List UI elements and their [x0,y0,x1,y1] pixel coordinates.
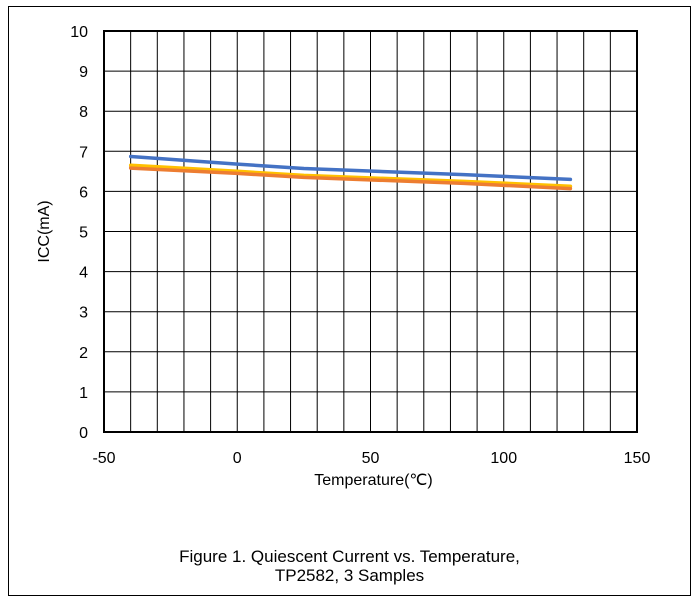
series-line-3 [128,163,573,188]
y-tick-label: 10 [70,24,88,41]
figure-caption-line2: TP2582, 3 Samples [274,566,425,585]
figure-caption-line1: Figure 1. Quiescent Current vs. Temperat… [179,547,520,566]
y-tick-labels: 0 1 2 3 4 5 6 7 8 9 10 [70,24,88,442]
x-tick-label: 150 [624,450,651,467]
plot-area-border [103,30,638,433]
chart-series-group [128,154,573,191]
y-tick-label: 3 [79,305,88,322]
y-tick-label: 0 [79,425,88,442]
series-line-1 [128,154,573,182]
y-tick-label: 5 [79,225,88,242]
x-axis-title: Temperature(℃) [314,472,432,489]
x-tick-labels: -50 0 50 100 150 [92,450,650,467]
x-tick-label: 50 [362,450,380,467]
y-tick-label: 1 [79,385,88,402]
y-tick-label: 8 [79,104,88,121]
x-tick-label: 0 [233,450,242,467]
y-tick-label: 2 [79,345,88,362]
figure-frame [8,6,691,596]
y-axis-title: ICC(mA) [36,200,53,262]
y-tick-label: 4 [79,265,88,282]
chart-grid [103,30,638,433]
series-line-4 [128,166,573,191]
y-tick-label: 7 [79,144,88,161]
y-tick-label: 9 [79,64,88,81]
x-tick-label: 100 [490,450,517,467]
y-tick-label: 6 [79,184,88,201]
x-tick-label: -50 [92,450,115,467]
